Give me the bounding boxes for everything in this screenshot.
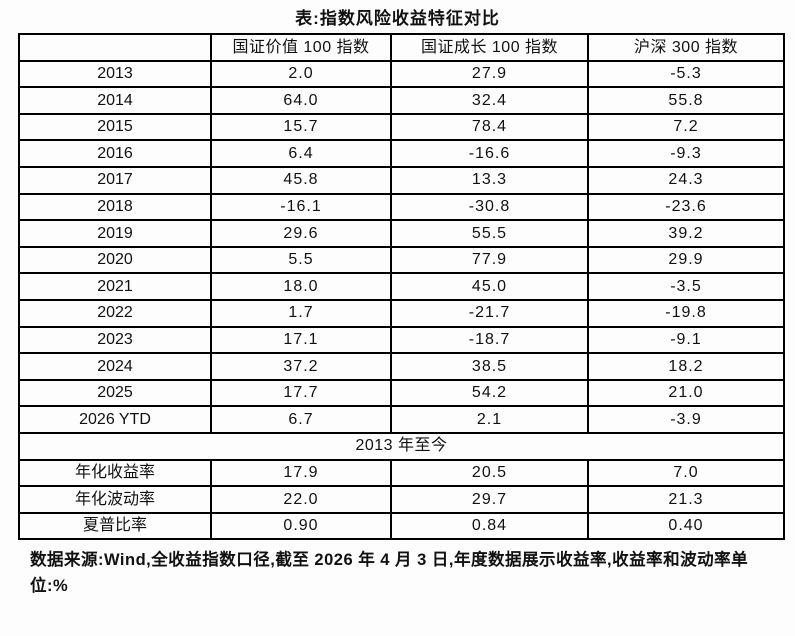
table-row: 2022 1.7 -21.7 -19.8 [18, 298, 785, 328]
header-cell-value100: 国证价值 100 指数 [210, 33, 392, 62]
value-cell: 6.7 [210, 405, 392, 434]
value-cell: -30.8 [390, 192, 589, 222]
value-cell: 24.3 [587, 165, 785, 195]
table-row: 2016 6.4 -16.6 -9.3 [18, 139, 785, 168]
year-cell: 2025 [18, 378, 212, 408]
value-cell: -16.6 [390, 139, 589, 168]
summary-row: 夏普比率 0.90 0.84 0.40 [18, 511, 785, 541]
value-cell: -16.1 [210, 192, 392, 222]
value-cell: -18.7 [390, 325, 589, 355]
year-cell: 2015 [18, 112, 212, 142]
value-cell: -21.7 [390, 298, 589, 328]
header-cell-csi300: 沪深 300 指数 [587, 33, 785, 62]
stat-label-cell: 年化波动率 [18, 485, 212, 514]
value-cell: 7.2 [587, 112, 785, 142]
table-title: 表:指数风险收益特征对比 [295, 9, 500, 28]
year-cell: 2023 [18, 325, 212, 355]
year-cell: 2024 [18, 352, 212, 381]
value-cell: 6.4 [210, 139, 392, 168]
value-cell: 32.4 [390, 86, 589, 115]
value-cell: 29.9 [587, 245, 785, 275]
value-cell: 17.7 [210, 378, 392, 408]
value-cell: 17.1 [210, 325, 392, 355]
value-cell: 45.0 [390, 272, 589, 301]
value-cell: 27.9 [390, 59, 589, 89]
table-row: 2026 YTD 6.7 2.1 -3.9 [18, 405, 785, 434]
value-cell: 18.0 [210, 272, 392, 301]
table-row: 2015 15.7 78.4 7.2 [18, 112, 785, 142]
table-row: 2023 17.1 -18.7 -9.1 [18, 325, 785, 355]
year-cell: 2019 [18, 219, 212, 248]
summary-row: 年化收益率 17.9 20.5 7.0 [18, 458, 785, 488]
table-row: 2024 37.2 38.5 18.2 [18, 352, 785, 381]
value-cell: 5.5 [210, 245, 392, 275]
value-cell: 1.7 [210, 298, 392, 328]
value-cell: 22.0 [210, 485, 392, 514]
summary-row: 年化波动率 22.0 29.7 21.3 [18, 485, 785, 514]
value-cell: 17.9 [210, 458, 392, 488]
value-cell: 18.2 [587, 352, 785, 381]
value-cell: 15.7 [210, 112, 392, 142]
stat-label-cell: 年化收益率 [18, 458, 212, 488]
header-cell-blank [18, 33, 212, 62]
stat-label-cell: 夏普比率 [18, 511, 212, 541]
table-row: 2021 18.0 45.0 -3.5 [18, 272, 785, 301]
value-cell: 2.1 [390, 405, 589, 434]
value-cell: 20.5 [390, 458, 589, 488]
value-cell: 54.2 [390, 378, 589, 408]
table-row: 2018 -16.1 -30.8 -23.6 [18, 192, 785, 222]
value-cell: 29.6 [210, 219, 392, 248]
value-cell: 77.9 [390, 245, 589, 275]
source-footnote: 数据来源:Wind,全收益指数口径,截至 2026 年 4 月 3 日,年度数据… [30, 551, 749, 596]
value-cell: -3.9 [587, 405, 785, 434]
table-row: 2013 2.0 27.9 -5.3 [18, 59, 785, 89]
index-comparison-table: 国证价值 100 指数 国证成长 100 指数 沪深 300 指数 2013 2… [18, 33, 785, 541]
value-cell: 2.0 [210, 59, 392, 89]
value-cell: -3.5 [587, 272, 785, 301]
value-cell: 21.3 [587, 485, 785, 514]
year-cell: 2021 [18, 272, 212, 301]
year-cell: 2020 [18, 245, 212, 275]
table-row: 2025 17.7 54.2 21.0 [18, 378, 785, 408]
value-cell: 55.5 [390, 219, 589, 248]
header-row: 国证价值 100 指数 国证成长 100 指数 沪深 300 指数 [18, 33, 785, 62]
value-cell: 39.2 [587, 219, 785, 248]
year-cell: 2013 [18, 59, 212, 89]
year-cell: 2016 [18, 139, 212, 168]
value-cell: 7.0 [587, 458, 785, 488]
value-cell: -23.6 [587, 192, 785, 222]
value-cell: 37.2 [210, 352, 392, 381]
section-header-cell: 2013 年至今 [18, 431, 785, 461]
value-cell: -5.3 [587, 59, 785, 89]
value-cell: 29.7 [390, 485, 589, 514]
value-cell: 0.90 [210, 511, 392, 541]
value-cell: 78.4 [390, 112, 589, 142]
year-cell: 2022 [18, 298, 212, 328]
year-cell: 2026 YTD [18, 405, 212, 434]
year-cell: 2018 [18, 192, 212, 222]
table-row: 2019 29.6 55.5 39.2 [18, 219, 785, 248]
year-cell: 2014 [18, 86, 212, 115]
value-cell: 38.5 [390, 352, 589, 381]
year-cell: 2017 [18, 165, 212, 195]
value-cell: 21.0 [587, 378, 785, 408]
header-cell-growth100: 国证成长 100 指数 [390, 33, 589, 62]
value-cell: 64.0 [210, 86, 392, 115]
table-row: 2014 64.0 32.4 55.8 [18, 86, 785, 115]
table-row: 2020 5.5 77.9 29.9 [18, 245, 785, 275]
value-cell: -9.1 [587, 325, 785, 355]
value-cell: 0.84 [390, 511, 589, 541]
value-cell: 45.8 [210, 165, 392, 195]
value-cell: 55.8 [587, 86, 785, 115]
table-row: 2017 45.8 13.3 24.3 [18, 165, 785, 195]
value-cell: 13.3 [390, 165, 589, 195]
value-cell: -9.3 [587, 139, 785, 168]
value-cell: -19.8 [587, 298, 785, 328]
section-row: 2013 年至今 [18, 431, 785, 461]
value-cell: 0.40 [587, 511, 785, 541]
